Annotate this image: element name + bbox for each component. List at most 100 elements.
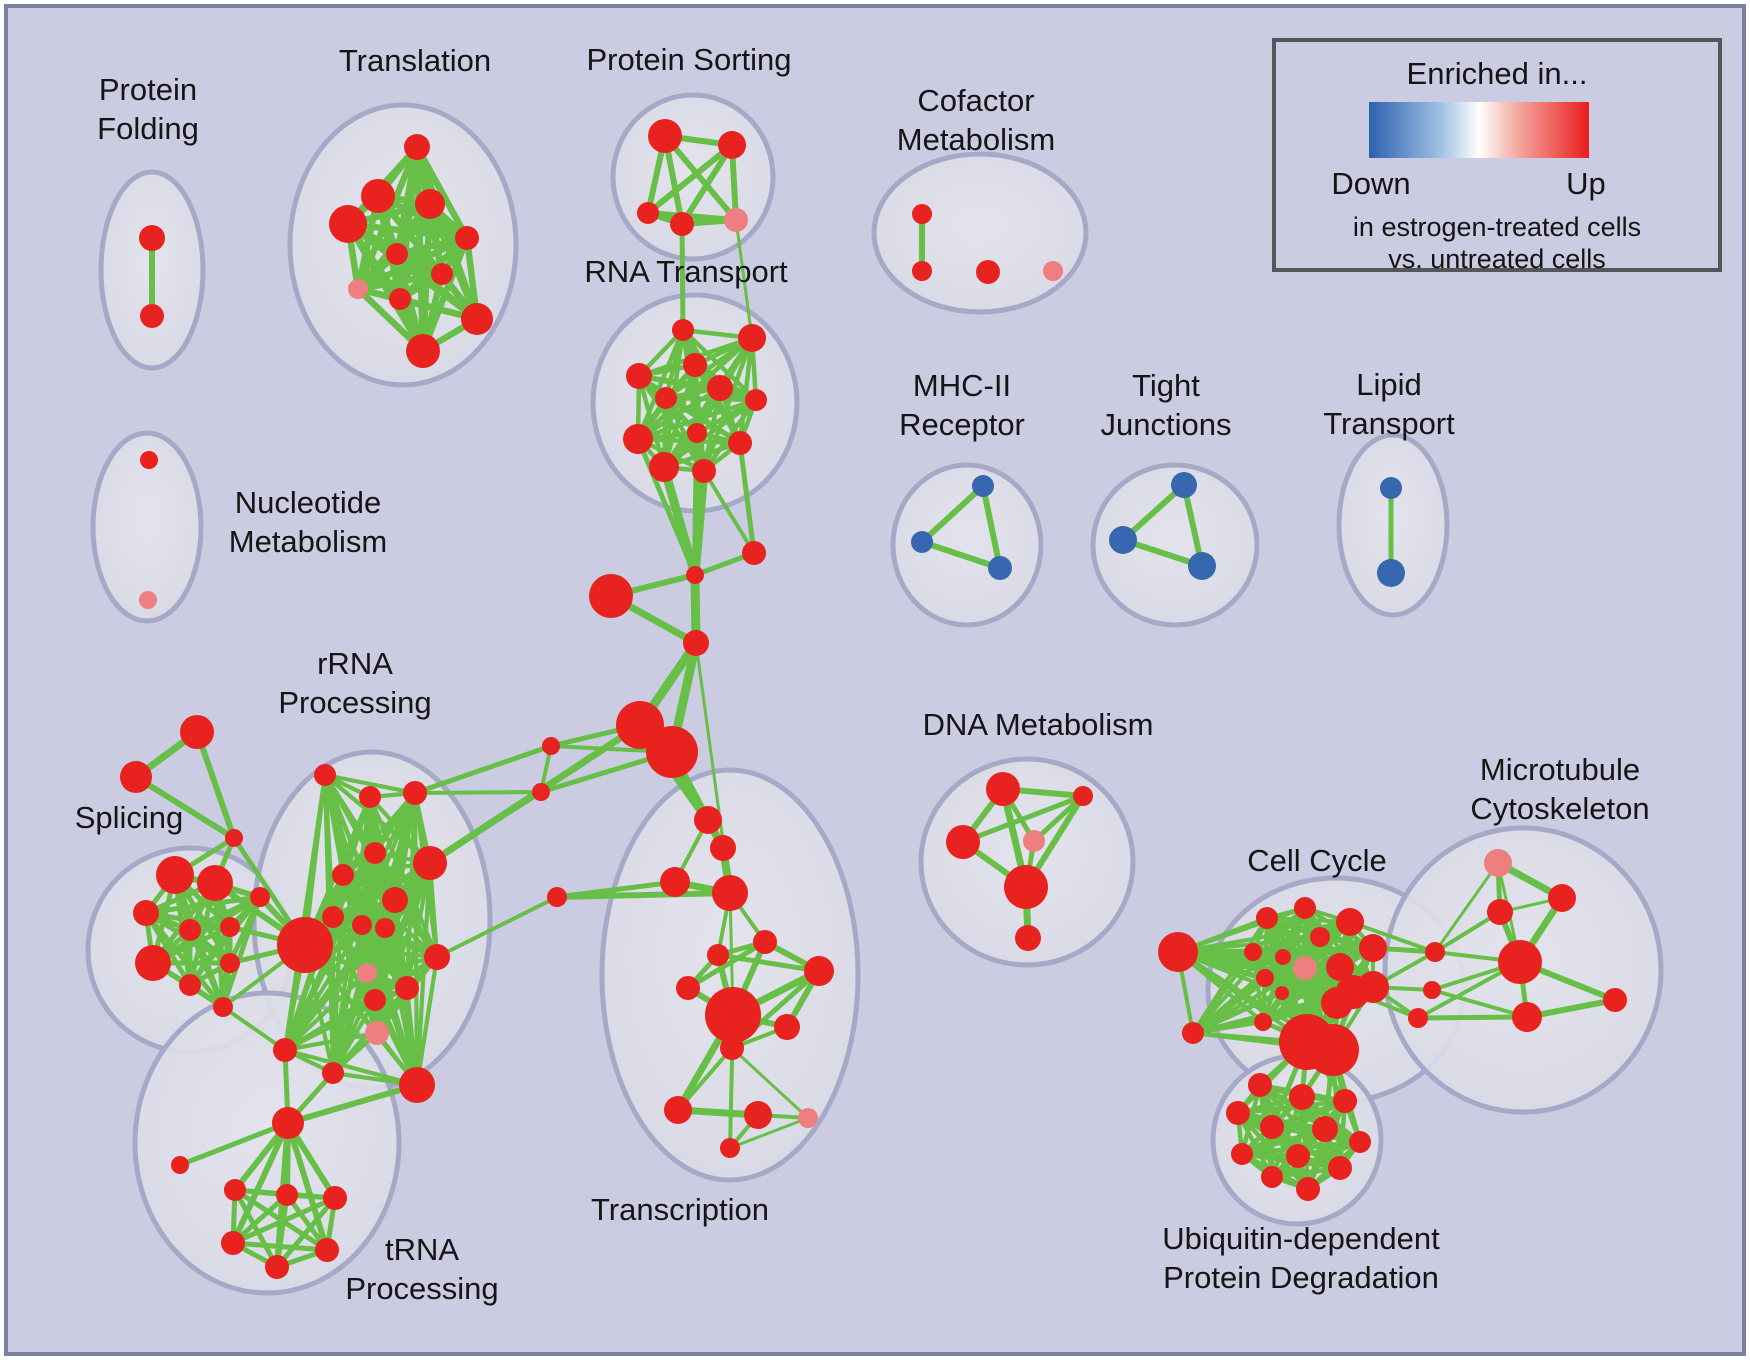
node-u1[interactable] <box>1248 1073 1272 1097</box>
node-rr15[interactable] <box>364 989 386 1011</box>
node-x6[interactable] <box>646 726 698 778</box>
node-tj2[interactable] <box>1109 526 1137 554</box>
node-tl8[interactable] <box>348 279 368 299</box>
node-tr10[interactable] <box>705 987 761 1043</box>
node-u10[interactable] <box>1328 1156 1352 1180</box>
node-cc7[interactable] <box>1244 943 1262 961</box>
node-x3[interactable] <box>589 574 633 618</box>
node-ps1[interactable] <box>648 119 682 153</box>
node-rt3[interactable] <box>683 353 707 377</box>
node-u12[interactable] <box>1296 1177 1320 1201</box>
node-sp5[interactable] <box>220 917 240 937</box>
node-tl4[interactable] <box>329 205 367 243</box>
node-tn6[interactable] <box>221 1231 245 1255</box>
node-nm1[interactable] <box>140 451 158 469</box>
node-sp3[interactable] <box>133 900 159 926</box>
node-tj1[interactable] <box>1171 472 1197 498</box>
node-sp1[interactable] <box>156 856 194 894</box>
node-x7[interactable] <box>542 737 560 755</box>
node-tr12[interactable] <box>720 1036 744 1060</box>
node-sp10[interactable] <box>213 997 233 1017</box>
node-rt4[interactable] <box>626 363 652 389</box>
node-rt7[interactable] <box>745 389 767 411</box>
node-cc19[interactable] <box>1307 1024 1359 1076</box>
node-mt3[interactable] <box>1487 899 1513 925</box>
node-rt9[interactable] <box>623 424 653 454</box>
node-u3[interactable] <box>1333 1089 1357 1113</box>
node-msm3[interactable] <box>1408 1008 1428 1028</box>
node-rr18[interactable] <box>399 1067 435 1103</box>
node-cc17[interactable] <box>1254 1013 1272 1031</box>
node-tr5[interactable] <box>547 887 567 907</box>
node-x1[interactable] <box>686 566 704 584</box>
node-cc16[interactable] <box>1357 971 1389 1003</box>
node-dn1[interactable] <box>986 772 1020 806</box>
node-mh2[interactable] <box>911 531 933 553</box>
node-x4[interactable] <box>683 630 709 656</box>
node-cc13[interactable] <box>1275 986 1289 1000</box>
node-dn6[interactable] <box>1015 925 1041 951</box>
node-rr6[interactable] <box>332 864 354 886</box>
node-lt2[interactable] <box>1377 559 1405 587</box>
node-dn4[interactable] <box>1023 830 1045 852</box>
node-cc3[interactable] <box>1256 907 1278 929</box>
node-msm2[interactable] <box>1423 981 1441 999</box>
node-rr14[interactable] <box>424 944 450 970</box>
node-ps4[interactable] <box>670 212 694 236</box>
node-mh1[interactable] <box>972 475 994 497</box>
node-sp2[interactable] <box>197 865 233 901</box>
node-st1[interactable] <box>180 715 214 749</box>
node-rr2[interactable] <box>359 786 381 808</box>
node-tr8[interactable] <box>804 956 834 986</box>
node-rr9[interactable] <box>352 915 372 935</box>
node-rt8[interactable] <box>687 423 707 443</box>
node-sp9[interactable] <box>220 953 240 973</box>
node-tl10[interactable] <box>461 303 493 335</box>
node-tr13[interactable] <box>664 1096 692 1124</box>
node-rt11[interactable] <box>649 452 679 482</box>
node-tl5[interactable] <box>455 226 479 250</box>
node-cf3[interactable] <box>976 260 1000 284</box>
node-rr4[interactable] <box>364 842 386 864</box>
node-rr12[interactable] <box>357 963 377 983</box>
node-pf1[interactable] <box>139 225 165 251</box>
node-msm1[interactable] <box>1425 942 1445 962</box>
node-tl2[interactable] <box>361 179 395 213</box>
node-rt2[interactable] <box>738 324 766 352</box>
node-dn3[interactable] <box>946 825 980 859</box>
node-cc8[interactable] <box>1275 949 1291 965</box>
node-rr10[interactable] <box>375 918 395 938</box>
node-tn2[interactable] <box>171 1156 189 1174</box>
node-sp8[interactable] <box>179 974 201 996</box>
node-rr16[interactable] <box>273 1038 297 1062</box>
node-tr4[interactable] <box>712 875 748 911</box>
node-tr11[interactable] <box>774 1014 800 1040</box>
node-cc4[interactable] <box>1294 897 1316 919</box>
node-tl6[interactable] <box>386 243 408 265</box>
node-tn1[interactable] <box>272 1107 304 1139</box>
node-tr15[interactable] <box>798 1108 818 1128</box>
node-rr8[interactable] <box>322 906 344 928</box>
node-nm2[interactable] <box>139 591 157 609</box>
node-cf1[interactable] <box>912 204 932 224</box>
node-u8[interactable] <box>1231 1143 1253 1165</box>
node-tr2[interactable] <box>710 835 736 861</box>
node-rr7[interactable] <box>382 887 408 913</box>
node-rr19[interactable] <box>365 1021 389 1045</box>
node-tr6[interactable] <box>753 930 777 954</box>
node-lt1[interactable] <box>1380 477 1402 499</box>
node-rr11[interactable] <box>277 917 333 973</box>
node-rt6[interactable] <box>655 387 677 409</box>
node-mt5[interactable] <box>1512 1002 1542 1032</box>
node-tn5[interactable] <box>323 1186 347 1210</box>
node-tn3[interactable] <box>224 1179 246 1201</box>
node-u6[interactable] <box>1312 1116 1338 1142</box>
node-sp6[interactable] <box>250 887 270 907</box>
node-u11[interactable] <box>1261 1166 1283 1188</box>
node-ps5[interactable] <box>724 208 748 232</box>
node-mt1[interactable] <box>1484 849 1512 877</box>
node-cc6[interactable] <box>1310 927 1330 947</box>
node-rt12[interactable] <box>692 459 716 483</box>
node-rr1[interactable] <box>314 764 336 786</box>
node-tr9[interactable] <box>676 976 700 1000</box>
